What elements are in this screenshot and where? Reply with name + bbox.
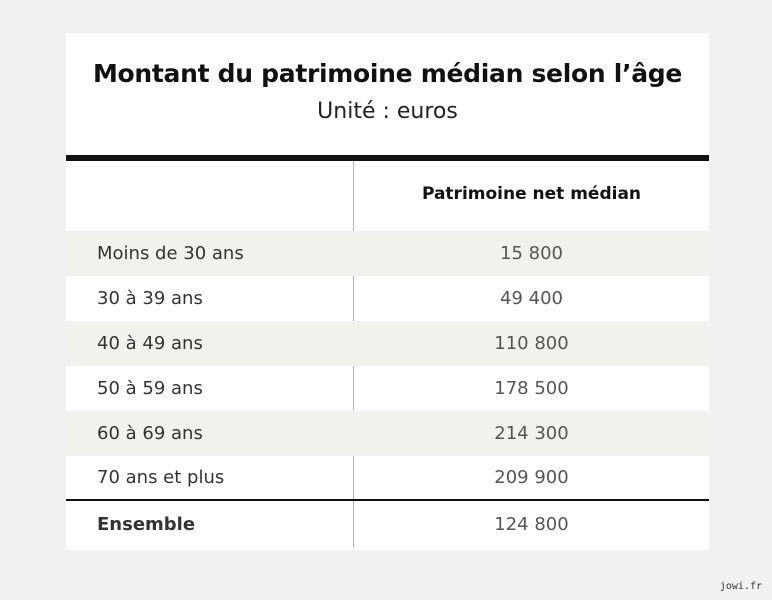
row-value: 15 800 xyxy=(500,243,563,264)
table-row: 70 ans et plus 209 900 xyxy=(66,455,709,500)
row-label: 60 à 69 ans xyxy=(97,423,203,444)
table-row: 50 à 59 ans 178 500 xyxy=(66,366,709,411)
table-row: 30 à 39 ans 49 400 xyxy=(66,276,709,321)
row-value: 214 300 xyxy=(494,423,569,444)
row-value: 110 800 xyxy=(494,333,569,354)
row-value: 49 400 xyxy=(500,288,563,309)
row-label: 50 à 59 ans xyxy=(97,378,203,399)
row-label: 30 à 39 ans xyxy=(97,288,203,309)
table-row: 40 à 49 ans 110 800 xyxy=(66,321,709,366)
total-value: 124 800 xyxy=(494,514,569,535)
table-card: Montant du patrimoine médian selon l’âge… xyxy=(66,33,709,550)
column-header: Patrimoine net médian xyxy=(421,184,642,204)
row-value: 178 500 xyxy=(494,378,569,399)
table-row: Moins de 30 ans 15 800 xyxy=(66,231,709,276)
total-rule xyxy=(66,499,709,501)
table-title: Montant du patrimoine médian selon l’âge xyxy=(92,59,683,88)
header-rule xyxy=(66,155,709,161)
total-row: Ensemble 124 800 xyxy=(66,502,709,547)
total-label: Ensemble xyxy=(97,514,196,535)
row-label: 40 à 49 ans xyxy=(97,333,203,354)
row-label: Moins de 30 ans xyxy=(97,243,244,264)
watermark: jowi.fr xyxy=(719,581,762,592)
row-label: 70 ans et plus xyxy=(97,467,225,488)
row-value: 209 900 xyxy=(494,467,569,488)
table-row: 60 à 69 ans 214 300 xyxy=(66,411,709,456)
table-subtitle: Unité : euros xyxy=(317,99,458,124)
